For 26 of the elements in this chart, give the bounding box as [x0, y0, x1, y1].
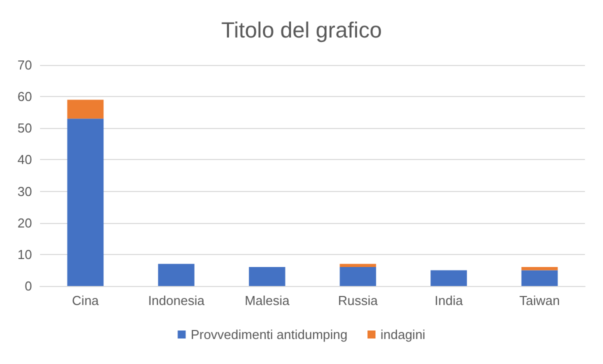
x-tick-label: Cina — [72, 293, 100, 308]
y-tick-label: 10 — [18, 246, 32, 262]
x-tick-label: Taiwan — [519, 293, 560, 308]
y-tick-label: 30 — [18, 184, 32, 199]
x-tick-label: Russia — [338, 293, 379, 308]
x-tick-label: Malesia — [244, 293, 290, 308]
legend-label: indagini — [380, 327, 426, 342]
bar — [248, 267, 286, 286]
x-tick-label: Indonesia — [148, 293, 206, 308]
y-tick-label: 60 — [18, 89, 32, 104]
bar — [430, 270, 467, 286]
bar — [340, 264, 376, 268]
bar — [158, 264, 194, 286]
y-tick-label: 50 — [18, 120, 32, 136]
legend-label: Provvedimenti antidumping — [190, 327, 348, 342]
x-tick-label: India — [434, 293, 464, 308]
y-tick-label: 0 — [24, 278, 32, 294]
y-tick-label: 20 — [18, 215, 32, 230]
bar — [521, 267, 558, 270]
bar — [67, 118, 104, 286]
bar — [67, 100, 104, 119]
chart-title: Titolo del grafico — [221, 18, 382, 42]
bar — [521, 270, 558, 286]
y-tick-label: 70 — [18, 58, 32, 72]
y-tick-label: 40 — [18, 152, 32, 168]
bar — [340, 267, 376, 286]
